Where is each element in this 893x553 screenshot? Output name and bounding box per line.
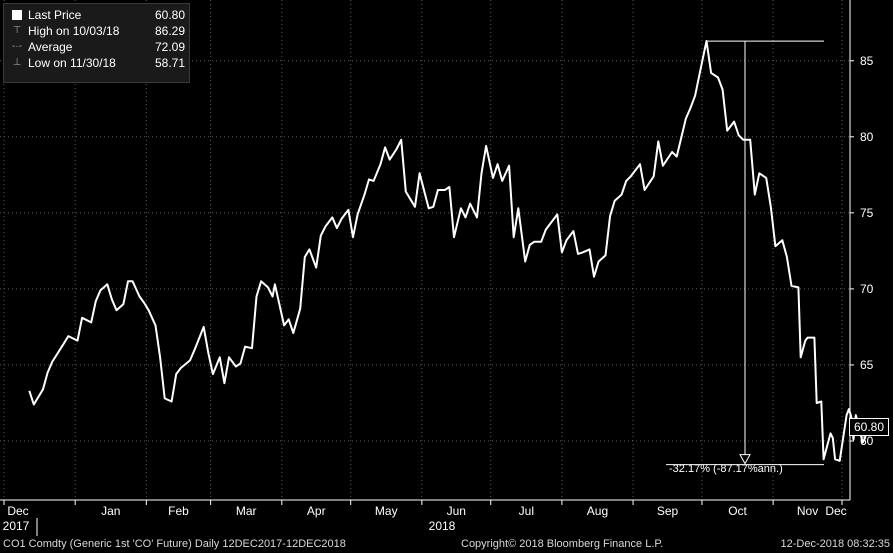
- legend-row-low: ⊥ Low on 11/30/18 58.71: [10, 55, 185, 71]
- x-tick-label: Apr: [307, 504, 326, 518]
- x-tick-label: Jun: [447, 504, 466, 518]
- drawdown-annotation-lines: [666, 40, 824, 466]
- y-tick-label: 70: [860, 282, 874, 296]
- x-year-label: 2017: [3, 519, 30, 533]
- x-year-label: 2018: [429, 519, 456, 533]
- footer-timestamp: 12-Dec-2018 08:32:35: [780, 538, 890, 550]
- legend-row-high: ⊤ High on 10/03/18 86.29: [10, 23, 185, 39]
- legend-value: 72.09: [154, 40, 185, 54]
- legend-value: 58.71: [154, 56, 185, 70]
- legend-label: Average: [28, 40, 73, 54]
- x-tick-label: Feb: [168, 504, 189, 518]
- legend-value: 86.29: [154, 24, 185, 38]
- x-axis-ticks: Dec Jan Feb Mar Apr May Jun Jul Aug Sep Oct Nov Dec2…: [3, 500, 847, 536]
- legend-label: Last Price: [28, 8, 82, 22]
- x-tick-label: Jul: [519, 504, 534, 518]
- x-tick-label: Oct: [728, 504, 747, 518]
- footer: CO1 Comdty (Generic 1st 'CO' Future) Dai…: [0, 537, 893, 553]
- legend-row-average: -·- Average 72.09: [10, 39, 185, 55]
- legend-row-last-price: Last Price 60.80: [10, 7, 185, 23]
- low-marker-icon: ⊥: [12, 57, 22, 68]
- drawdown-annotation: -32.17% (-87.17%ann.): [669, 463, 783, 475]
- x-tick-label: Mar: [236, 504, 257, 518]
- y-tick-label: 80: [860, 130, 874, 144]
- price-chart: 60 65 70 75 80 85 Dec Jan Feb Mar Apr May Jun Jul Aug…: [0, 0, 874, 536]
- legend-label: High on 10/03/18: [28, 24, 120, 38]
- grid-lines: [0, 0, 850, 500]
- x-tick-label: Dec: [825, 504, 846, 518]
- y-tick-label: 85: [860, 54, 874, 68]
- high-marker-icon: ⊤: [12, 25, 22, 36]
- footer-ticker: CO1 Comdty (Generic 1st 'CO' Future) Dai…: [3, 538, 346, 550]
- series-line-last-price: [28, 40, 869, 462]
- average-marker-icon: -·-: [12, 41, 22, 52]
- drawdown-arrow-head: [739, 454, 751, 465]
- last-price-tag: 60.80: [849, 418, 889, 436]
- x-tick-label: Dec: [7, 504, 28, 518]
- legend-label: Low on 11/30/18: [28, 56, 116, 70]
- x-tick-label: Jan: [101, 504, 120, 518]
- white-square-icon: [10, 10, 24, 20]
- x-tick-label: Aug: [587, 504, 608, 518]
- y-tick-label: 65: [860, 358, 874, 372]
- y-tick-label: 75: [860, 206, 874, 220]
- x-tick-label: Nov: [797, 504, 818, 518]
- legend-value: 60.80: [154, 8, 185, 22]
- x-tick-label: May: [375, 504, 398, 518]
- y-tick-label: 60: [860, 434, 874, 448]
- legend: Last Price 60.80 ⊤ High on 10/03/18 86.2…: [3, 3, 190, 83]
- y-axis-ticks: 60 65 70 75 80 85: [850, 54, 874, 448]
- footer-copyright: Copyright© 2018 Bloomberg Finance L.P.: [461, 538, 664, 550]
- x-tick-label: Sep: [657, 504, 679, 518]
